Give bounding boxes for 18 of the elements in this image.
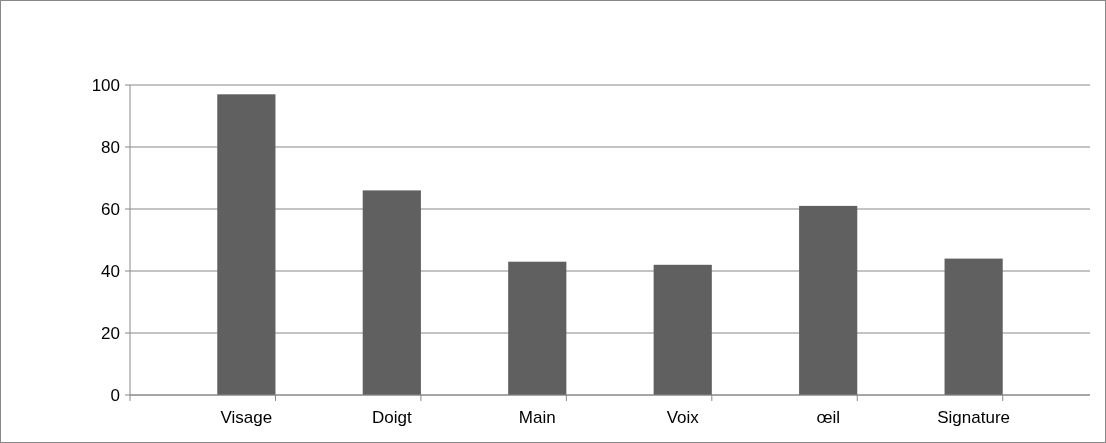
y-tick-label: 0 <box>110 385 120 405</box>
bar <box>362 190 421 395</box>
bar <box>944 258 1003 395</box>
y-tick-label: 20 <box>101 323 120 343</box>
x-tick-label: Visage <box>220 408 273 427</box>
x-tick-label: Voix <box>666 408 700 427</box>
y-tick-label: 60 <box>101 199 120 219</box>
bar <box>508 261 567 395</box>
y-tick-label: 100 <box>91 75 120 95</box>
bar <box>653 264 712 395</box>
x-tick-label: œil <box>816 408 840 427</box>
y-tick-label: 80 <box>101 137 120 157</box>
bar <box>217 94 276 395</box>
x-tick-label: Signature <box>937 408 1011 427</box>
y-tick-label: 40 <box>101 261 120 281</box>
bar <box>799 205 858 395</box>
x-tick-label: Main <box>518 408 556 427</box>
x-tick-label: Doigt <box>371 408 412 427</box>
